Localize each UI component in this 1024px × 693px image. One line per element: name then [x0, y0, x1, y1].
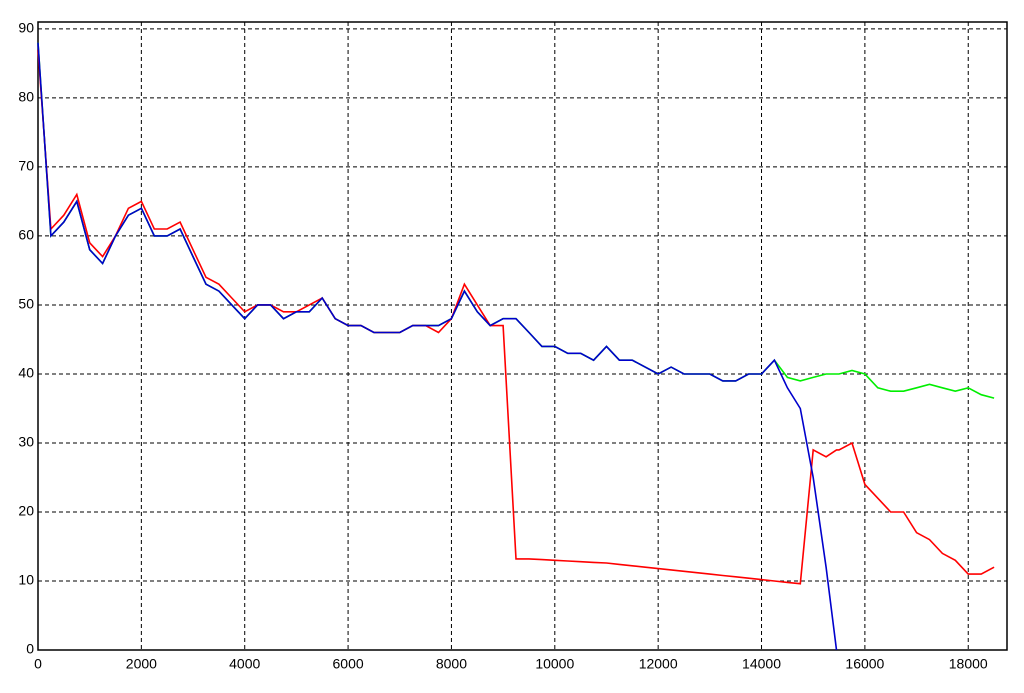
x-tick-label: 18000 — [949, 656, 988, 672]
x-tick-label: 16000 — [845, 656, 884, 672]
x-tick-label: 4000 — [229, 656, 260, 672]
data-line — [37, 49, 995, 585]
x-tick-label: 10000 — [535, 656, 574, 672]
x-tick-label: 12000 — [639, 656, 678, 672]
plot-area — [37, 21, 1008, 651]
x-tick-label: 8000 — [436, 656, 467, 672]
y-tick-label: 50 — [18, 296, 34, 312]
x-tick-label: 14000 — [742, 656, 781, 672]
y-tick-label: 10 — [18, 572, 34, 588]
y-tick-label: 80 — [18, 89, 34, 105]
x-tick-label: 6000 — [333, 656, 364, 672]
y-tick-label: 0 — [26, 641, 34, 657]
y-tick-label: 30 — [18, 434, 34, 450]
y-tick-label: 40 — [18, 365, 34, 381]
y-tick-label: 20 — [18, 503, 34, 519]
y-tick-label: 70 — [18, 158, 34, 174]
data-line — [37, 42, 838, 651]
y-tick-label: 60 — [18, 227, 34, 243]
x-tick-label: 2000 — [126, 656, 157, 672]
x-tick-label: 0 — [34, 656, 42, 672]
y-tick-label: 90 — [18, 20, 34, 36]
